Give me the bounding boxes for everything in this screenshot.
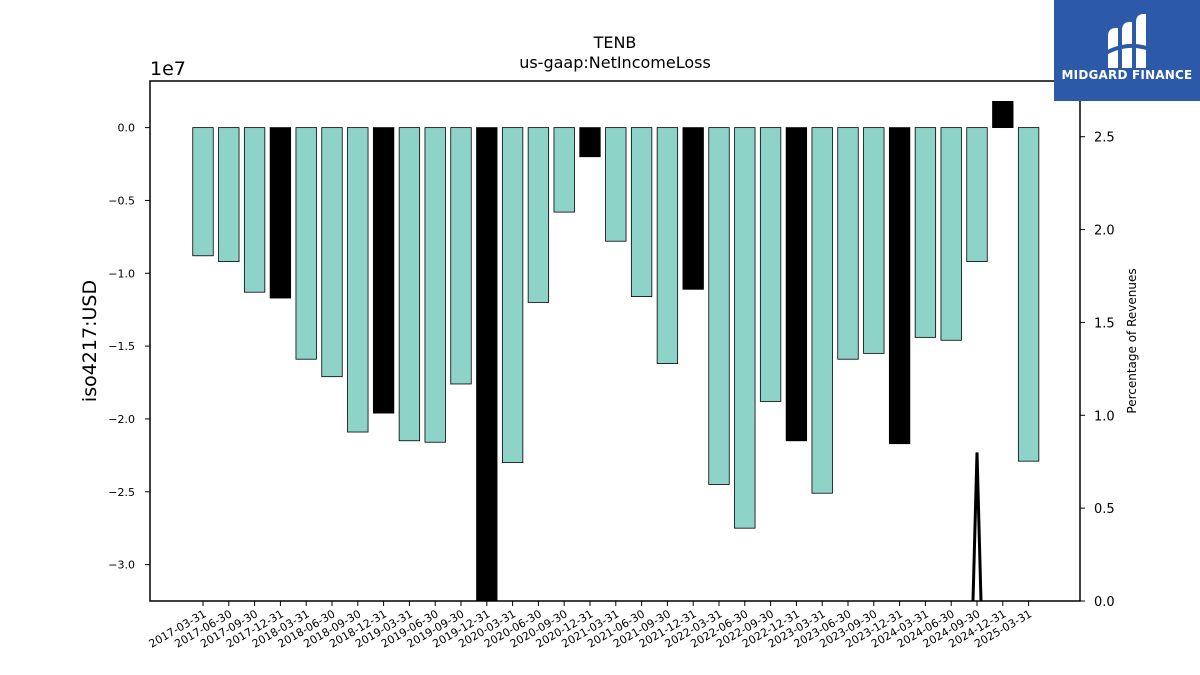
bar-2020-12-31 — [579, 127, 601, 158]
y-axis-right-label: Percentage of Revenues — [1125, 268, 1139, 413]
midgard-finance-logo: MIDGARD FINANCE — [1054, 0, 1200, 101]
bar-2020-09-30 — [553, 127, 575, 213]
y-right-tick-label: 0.5 — [1094, 502, 1115, 517]
y-tick-label: −2.0 — [108, 413, 135, 426]
bar-2021-03-31 — [605, 127, 627, 242]
bar-2017-06-30 — [218, 127, 240, 263]
bar-2025-03-31 — [1017, 127, 1040, 462]
y-tick-label: −1.5 — [108, 340, 135, 353]
y-tick-label: −3.0 — [108, 559, 135, 572]
bar-2018-09-30 — [347, 127, 369, 433]
y-right-tick-label: 2.5 — [1094, 131, 1115, 146]
y-tick-label: 0.0 — [118, 122, 136, 135]
bar-2019-06-30 — [424, 127, 446, 443]
bar-2020-03-31 — [501, 127, 524, 464]
bar-2021-12-31 — [682, 127, 704, 290]
bar-2019-12-31 — [476, 127, 498, 602]
bar-2023-09-30 — [863, 127, 885, 354]
bar-2021-06-30 — [630, 127, 653, 297]
logo-text: MIDGARD FINANCE — [1061, 68, 1193, 82]
bar-2017-12-31 — [269, 127, 292, 299]
y-offset-label: 1e7 — [150, 58, 186, 80]
bar-2019-03-31 — [398, 127, 421, 442]
bar-2020-06-30 — [527, 127, 550, 303]
bar-2019-09-30 — [450, 127, 472, 385]
midgard-logo-icon — [1104, 14, 1152, 68]
y-tick-label: −1.0 — [108, 267, 135, 280]
bar-2022-06-30 — [734, 127, 756, 529]
y-tick-label: −2.5 — [108, 486, 135, 499]
y-right-tick-label: 0.0 — [1094, 595, 1115, 610]
bar-2021-09-30 — [656, 127, 679, 364]
y-right-tick-label: 1.0 — [1094, 409, 1115, 424]
plot-frame — [149, 80, 1081, 602]
bar-2023-03-31 — [811, 127, 833, 494]
bar-2024-09-30 — [966, 127, 988, 263]
bar-2022-09-30 — [759, 127, 782, 402]
bar-2017-09-30 — [243, 127, 266, 293]
bar-2022-03-31 — [708, 127, 730, 485]
percentage-line — [971, 452, 983, 602]
bar-2018-12-31 — [372, 127, 395, 414]
bar-2023-12-31 — [888, 127, 911, 445]
chart-title: TENB — [593, 33, 637, 52]
bar-2024-03-31 — [914, 127, 937, 338]
bar-2023-06-30 — [837, 127, 859, 360]
y-right-tick-label: 1.5 — [1094, 316, 1115, 331]
chart-subtitle: us-gaap:NetIncomeLoss — [519, 53, 711, 72]
bar-2024-06-30 — [940, 127, 962, 341]
bar-2018-06-30 — [321, 127, 343, 378]
bar-2024-12-31 — [992, 100, 1014, 129]
bar-2018-03-31 — [295, 127, 317, 360]
y-right-tick-label: 2.0 — [1094, 224, 1115, 239]
y-axis-label: iso4217:USD — [79, 280, 101, 402]
y-tick-label: −0.5 — [108, 194, 135, 207]
bar-2022-12-31 — [785, 127, 808, 442]
bar-2017-03-31 — [192, 127, 214, 257]
